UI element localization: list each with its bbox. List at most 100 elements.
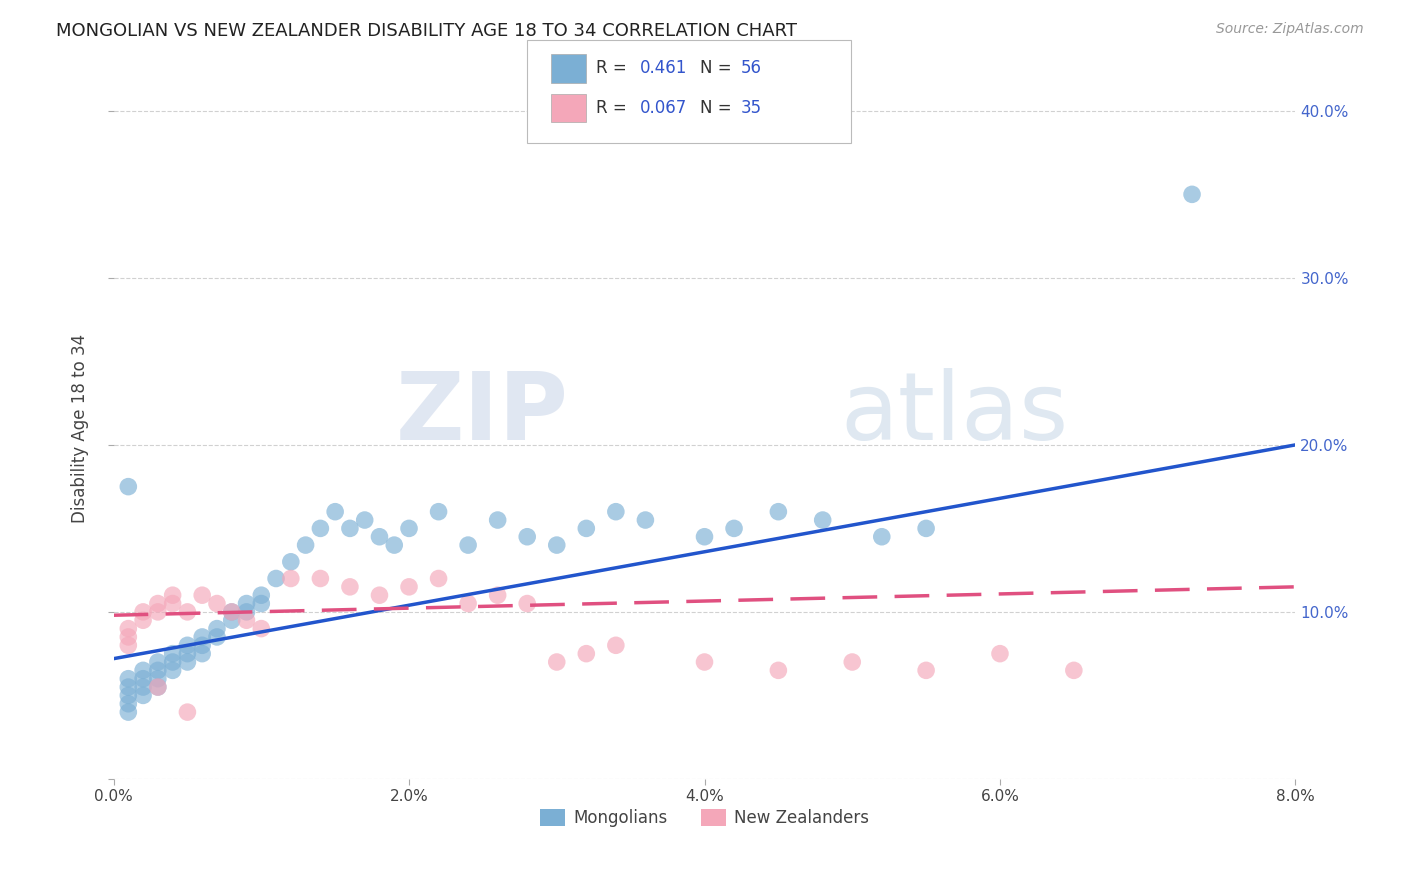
Point: [117, 638, 139, 652]
Text: MONGOLIAN VS NEW ZEALANDER DISABILITY AGE 18 TO 34 CORRELATION CHART: MONGOLIAN VS NEW ZEALANDER DISABILITY AG…: [56, 22, 797, 40]
Point: [605, 638, 627, 652]
Point: [309, 572, 332, 586]
Point: [486, 588, 509, 602]
Point: [176, 655, 198, 669]
Point: [915, 664, 938, 678]
Text: 35: 35: [741, 99, 762, 117]
Point: [191, 638, 214, 652]
Point: [264, 572, 287, 586]
Point: [146, 664, 169, 678]
Point: [162, 647, 184, 661]
Legend: Mongolians, New Zealanders: Mongolians, New Zealanders: [533, 802, 876, 834]
Text: R =: R =: [596, 59, 633, 77]
Point: [382, 538, 405, 552]
Point: [117, 697, 139, 711]
Point: [117, 480, 139, 494]
Point: [176, 647, 198, 661]
Point: [191, 588, 214, 602]
Point: [486, 513, 509, 527]
Point: [841, 655, 863, 669]
Point: [546, 538, 568, 552]
Point: [353, 513, 375, 527]
Point: [427, 505, 450, 519]
Point: [634, 513, 657, 527]
Point: [768, 664, 790, 678]
Text: R =: R =: [596, 99, 633, 117]
Text: 0.461: 0.461: [640, 59, 688, 77]
Text: N =: N =: [700, 59, 737, 77]
Point: [117, 622, 139, 636]
Point: [1181, 187, 1204, 202]
Point: [250, 622, 273, 636]
Point: [457, 538, 479, 552]
Point: [575, 521, 598, 535]
Point: [132, 664, 155, 678]
Point: [117, 672, 139, 686]
Point: [146, 597, 169, 611]
Point: [205, 622, 228, 636]
Point: [191, 647, 214, 661]
Point: [176, 638, 198, 652]
Point: [516, 597, 538, 611]
Point: [132, 605, 155, 619]
Point: [132, 672, 155, 686]
Point: [221, 605, 243, 619]
Point: [988, 647, 1011, 661]
Point: [205, 597, 228, 611]
Point: [280, 572, 302, 586]
Point: [575, 647, 598, 661]
Point: [162, 664, 184, 678]
Point: [811, 513, 834, 527]
Point: [546, 655, 568, 669]
Point: [132, 689, 155, 703]
Point: [398, 521, 420, 535]
Point: [176, 705, 198, 719]
Point: [221, 613, 243, 627]
Text: 0.067: 0.067: [640, 99, 688, 117]
Point: [235, 613, 257, 627]
Point: [516, 530, 538, 544]
Text: ZIP: ZIP: [395, 368, 568, 460]
Point: [146, 680, 169, 694]
Point: [235, 597, 257, 611]
Point: [146, 680, 169, 694]
Point: [323, 505, 346, 519]
Point: [309, 521, 332, 535]
Point: [693, 655, 716, 669]
Point: [294, 538, 316, 552]
Point: [146, 605, 169, 619]
Point: [870, 530, 893, 544]
Point: [146, 655, 169, 669]
Point: [162, 597, 184, 611]
Point: [191, 630, 214, 644]
Point: [132, 680, 155, 694]
Point: [1063, 664, 1085, 678]
Point: [146, 672, 169, 686]
Point: [176, 605, 198, 619]
Point: [915, 521, 938, 535]
Point: [250, 597, 273, 611]
Point: [339, 521, 361, 535]
Point: [398, 580, 420, 594]
Point: [339, 580, 361, 594]
Point: [117, 689, 139, 703]
Point: [368, 588, 391, 602]
Y-axis label: Disability Age 18 to 34: Disability Age 18 to 34: [72, 334, 89, 523]
Text: N =: N =: [700, 99, 737, 117]
Point: [693, 530, 716, 544]
Point: [221, 605, 243, 619]
Point: [368, 530, 391, 544]
Text: Source: ZipAtlas.com: Source: ZipAtlas.com: [1216, 22, 1364, 37]
Point: [162, 655, 184, 669]
Point: [723, 521, 745, 535]
Point: [457, 597, 479, 611]
Point: [132, 613, 155, 627]
Point: [235, 605, 257, 619]
Point: [117, 705, 139, 719]
Point: [427, 572, 450, 586]
Point: [280, 555, 302, 569]
Point: [117, 630, 139, 644]
Point: [605, 505, 627, 519]
Text: 56: 56: [741, 59, 762, 77]
Point: [768, 505, 790, 519]
